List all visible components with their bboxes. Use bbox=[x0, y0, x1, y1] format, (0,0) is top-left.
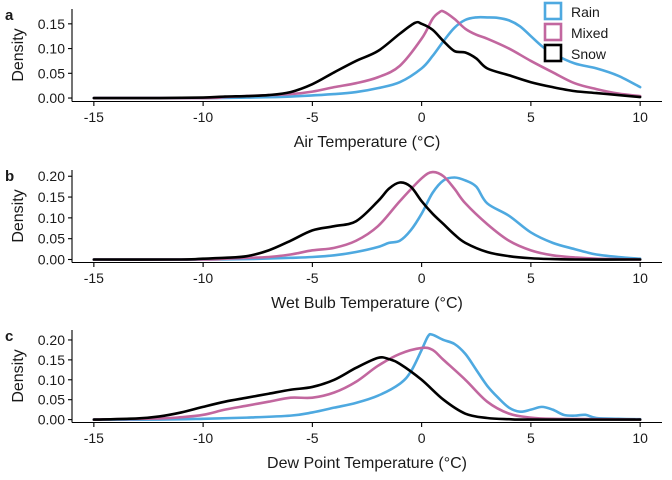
legend-label-mixed: Mixed bbox=[571, 25, 608, 41]
series-line-rain bbox=[92, 332, 642, 421]
y-axis-title: Density bbox=[10, 349, 27, 402]
y-tick-label: 0.05 bbox=[38, 392, 65, 408]
x-tick-label: -10 bbox=[193, 430, 213, 446]
legend-swatch-snow bbox=[543, 43, 563, 63]
y-tick-label: 0.00 bbox=[38, 412, 65, 428]
x-tick-label: -15 bbox=[84, 109, 104, 125]
y-tick-label: 0.20 bbox=[38, 168, 65, 184]
y-tick-label: 0.10 bbox=[38, 210, 65, 226]
series-line-mixed bbox=[92, 170, 642, 261]
x-tick-label: 0 bbox=[418, 270, 426, 286]
panel-label: a bbox=[5, 7, 14, 24]
y-tick-label: 0.15 bbox=[38, 16, 65, 32]
x-tick-label: 10 bbox=[632, 270, 648, 286]
x-tick-label: -5 bbox=[306, 270, 319, 286]
x-axis-title: Wet Bulb Temperature (°C) bbox=[271, 295, 463, 312]
y-tick-label: 0.00 bbox=[38, 252, 65, 268]
x-tick-label: 5 bbox=[527, 109, 535, 125]
panel-label: b bbox=[5, 168, 14, 185]
series-line-mixed bbox=[92, 346, 642, 421]
y-tick-label: 0.10 bbox=[38, 372, 65, 388]
y-tick-label: 0.20 bbox=[38, 332, 65, 348]
y-tick-label: 0.15 bbox=[38, 352, 65, 368]
legend-label-rain: Rain bbox=[571, 4, 600, 20]
x-axis-title: Air Temperature (°C) bbox=[294, 134, 441, 151]
x-tick-label: 0 bbox=[418, 430, 426, 446]
legend-swatch-rain bbox=[543, 1, 563, 21]
panel-a: a 0.00 0.05 0.10 0.15 -15 -10 -5 0 5 10 Air Tempera… bbox=[5, 7, 662, 151]
x-tick-label: 0 bbox=[418, 109, 426, 125]
x-tick-label: -15 bbox=[84, 430, 104, 446]
y-tick-label: 0.10 bbox=[38, 41, 65, 57]
y-tick-label: 0.00 bbox=[38, 90, 65, 106]
x-tick-label: 10 bbox=[632, 109, 648, 125]
x-tick-label: 5 bbox=[527, 270, 535, 286]
y-axis-title: Density bbox=[10, 28, 27, 81]
series-line-rain bbox=[92, 176, 642, 261]
panel-label: c bbox=[5, 328, 13, 345]
x-axis-title: Dew Point Temperature (°C) bbox=[267, 455, 467, 472]
y-axis-title: Density bbox=[10, 189, 27, 242]
y-tick-label: 0.15 bbox=[38, 189, 65, 205]
legend-label-snow: Snow bbox=[571, 46, 607, 62]
panel-b: b 0.00 0.05 0.10 0.15 0.20 -15 -10 -5 0 5 10 Wet Bul… bbox=[5, 168, 662, 312]
x-tick-label: -10 bbox=[193, 270, 213, 286]
x-tick-label: -5 bbox=[306, 430, 319, 446]
x-tick-label: -15 bbox=[84, 270, 104, 286]
series-line-snow bbox=[92, 356, 642, 421]
y-tick-label: 0.05 bbox=[38, 65, 65, 81]
legend: Rain Mixed Snow bbox=[543, 1, 608, 63]
x-tick-label: -5 bbox=[306, 109, 319, 125]
series-line-snow bbox=[92, 181, 642, 261]
legend-swatch-mixed bbox=[543, 22, 563, 42]
panel-c: c 0.00 0.05 0.10 0.15 0.20 -15 -10 -5 0 5 10 Dew Poi… bbox=[5, 328, 662, 472]
y-tick-label: 0.05 bbox=[38, 231, 65, 247]
x-tick-label: -10 bbox=[193, 109, 213, 125]
series-line-snow bbox=[92, 20, 642, 100]
x-tick-label: 5 bbox=[527, 430, 535, 446]
x-tick-label: 10 bbox=[632, 430, 648, 446]
